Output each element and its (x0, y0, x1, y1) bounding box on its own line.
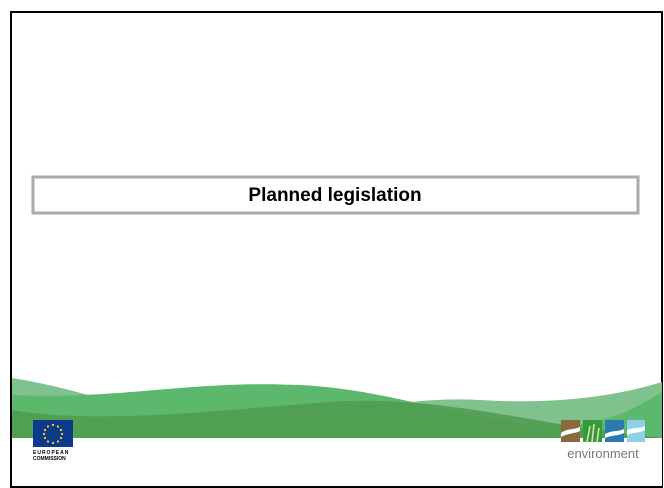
eu-logo: EUROPEAN COMMISSION (33, 420, 73, 462)
logo-text: environment (567, 446, 639, 461)
logo-text: COMMISSION (33, 456, 66, 462)
environment-logo: environment (561, 420, 645, 461)
title-box (31, 175, 640, 215)
waves (12, 378, 662, 486)
wave-dark (12, 400, 662, 440)
logo-text: EUROPEAN (33, 450, 69, 456)
logo-tile (605, 420, 624, 442)
wave-cut (12, 438, 662, 486)
slide-title: Planned legislation (248, 185, 421, 206)
